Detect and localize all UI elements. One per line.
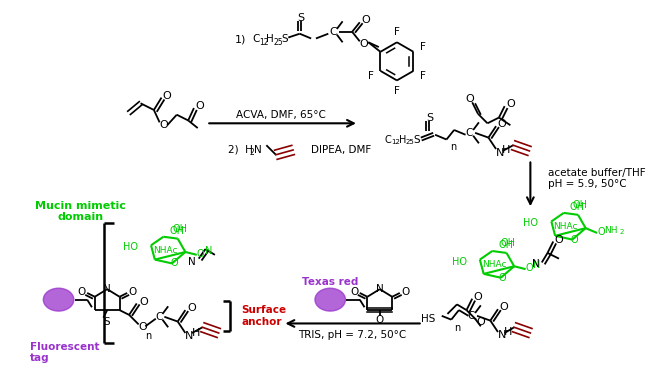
Text: S: S [104, 317, 110, 327]
Text: H: H [502, 145, 511, 155]
Text: O: O [499, 273, 506, 283]
Text: N: N [376, 284, 383, 294]
Text: N: N [188, 256, 196, 266]
Ellipse shape [315, 288, 346, 311]
Text: O: O [138, 322, 147, 332]
Text: 25: 25 [273, 38, 283, 47]
Text: O: O [465, 94, 474, 104]
Text: O: O [473, 292, 483, 302]
Text: N: N [185, 331, 193, 341]
Text: O: O [197, 249, 204, 259]
Text: OH: OH [572, 200, 588, 210]
Text: O: O [506, 99, 515, 109]
Text: NHAc: NHAc [482, 260, 506, 269]
Text: OH: OH [570, 202, 584, 212]
Text: HS: HS [420, 314, 435, 324]
Text: F: F [420, 71, 426, 81]
Text: F: F [368, 71, 374, 81]
Text: O: O [375, 315, 384, 325]
Text: Texas red: Texas red [302, 277, 358, 287]
Text: H: H [192, 328, 200, 338]
Text: O: O [159, 120, 168, 130]
Text: C: C [466, 128, 473, 138]
Text: pH = 5.9, 50°C: pH = 5.9, 50°C [547, 179, 626, 189]
Text: O: O [401, 287, 410, 297]
Text: S: S [282, 34, 288, 45]
Text: O: O [163, 91, 172, 101]
Text: N: N [204, 246, 212, 256]
Text: 1): 1) [235, 34, 247, 45]
Text: N: N [533, 260, 541, 271]
Text: O: O [170, 258, 178, 268]
Text: O: O [570, 235, 578, 245]
Text: Mucin mimetic: Mucin mimetic [35, 201, 126, 211]
Text: ACVA, DMF, 65°C: ACVA, DMF, 65°C [236, 110, 326, 120]
Text: Surface
anchor: Surface anchor [241, 305, 287, 327]
Ellipse shape [44, 288, 74, 311]
Text: 25: 25 [405, 139, 414, 146]
Text: O: O [597, 227, 605, 237]
Text: HO: HO [451, 256, 467, 266]
Text: NHAc: NHAc [553, 222, 578, 231]
Text: NH: NH [603, 226, 617, 235]
Text: O: O [361, 15, 370, 26]
Text: O: O [77, 287, 85, 297]
Text: 12: 12 [258, 38, 268, 47]
Text: 12: 12 [391, 139, 400, 146]
Text: S: S [297, 13, 304, 22]
Text: O: O [195, 101, 204, 111]
Text: N: N [498, 330, 506, 340]
Text: H: H [399, 134, 407, 144]
Text: tag: tag [30, 353, 50, 363]
Text: O: O [477, 317, 485, 327]
Text: S: S [427, 113, 434, 123]
Text: H: H [504, 327, 513, 337]
Text: HO: HO [523, 218, 538, 228]
Text: C: C [385, 134, 391, 144]
Text: N: N [496, 148, 504, 158]
Text: H: H [266, 34, 274, 45]
Text: O: O [499, 302, 508, 312]
Text: 2)  H: 2) H [228, 145, 253, 155]
Text: O: O [129, 287, 137, 297]
Text: OH: OH [172, 224, 187, 234]
Text: O: O [188, 303, 196, 313]
Text: O: O [497, 119, 506, 129]
Text: O: O [350, 287, 358, 297]
Text: O: O [139, 296, 148, 307]
Text: domain: domain [58, 212, 104, 222]
Text: C: C [467, 311, 475, 321]
Text: 2: 2 [619, 229, 624, 235]
Text: F: F [394, 27, 400, 37]
Text: O: O [359, 39, 368, 49]
Text: O: O [555, 235, 563, 245]
Text: C: C [329, 27, 337, 37]
Text: F: F [420, 42, 426, 51]
Text: S: S [413, 134, 420, 144]
Text: F: F [394, 86, 400, 96]
Text: N: N [532, 259, 540, 269]
Text: OH: OH [169, 226, 184, 236]
Text: Fluorescent: Fluorescent [30, 342, 100, 352]
Text: TRIS, pH = 7.2, 50°C: TRIS, pH = 7.2, 50°C [298, 330, 407, 340]
Text: HO: HO [123, 242, 137, 252]
Text: C: C [155, 312, 163, 322]
Text: C: C [252, 34, 259, 45]
Text: acetate buffer/THF: acetate buffer/THF [547, 168, 645, 178]
Text: OH: OH [498, 240, 513, 250]
Text: n: n [145, 331, 151, 341]
Text: n: n [450, 142, 456, 152]
Text: 2: 2 [249, 148, 254, 157]
Text: n: n [454, 323, 460, 333]
Text: OH: OH [501, 239, 516, 248]
Text: N: N [254, 145, 262, 155]
Text: N: N [103, 284, 111, 294]
Text: DIPEA, DMF: DIPEA, DMF [311, 145, 371, 155]
Text: NHAc: NHAc [153, 246, 178, 255]
Text: O: O [525, 263, 533, 273]
